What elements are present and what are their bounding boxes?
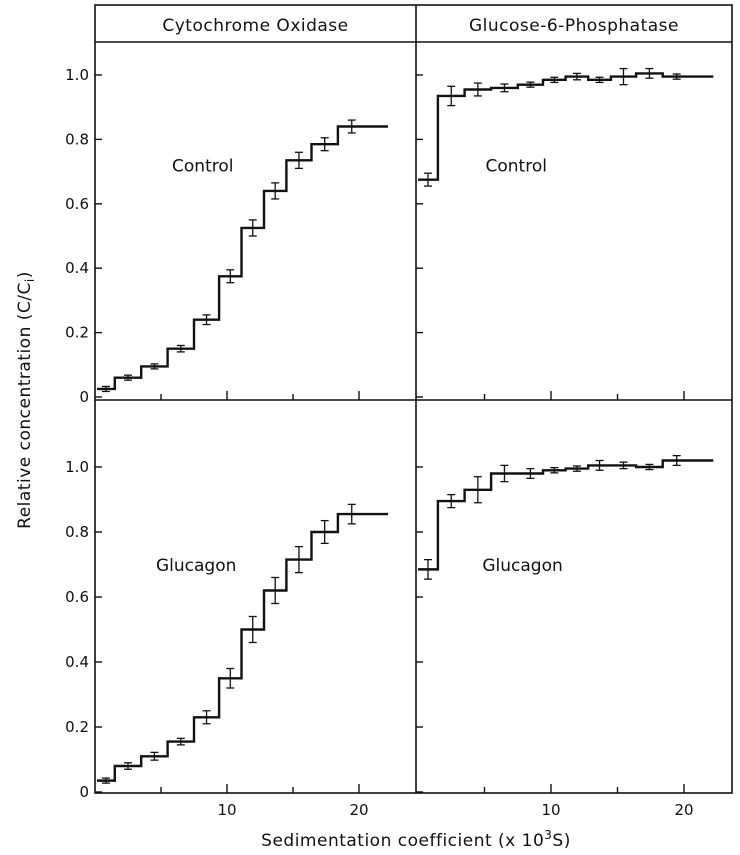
error-bar [423,172,432,187]
error-bar [572,465,581,472]
error-bar [320,137,329,152]
error-bar [271,182,280,200]
error-bar [619,461,628,470]
y-axis-title: Relative concentration (C/Ci) [15,271,37,529]
error-bar [672,454,681,467]
x-tick-label: 10 [541,801,560,819]
x-axis-title: Sedimentation coefficient (x 103S) [261,828,571,851]
error-bar [294,545,303,574]
error-bar [101,385,110,393]
error-bar [550,76,559,84]
x-tick-label: 10 [217,801,236,819]
error-bar [248,219,257,237]
x-tick-label: 20 [349,801,368,819]
y-tick-label: 0.8 [65,130,89,148]
error-bar [294,151,303,170]
y-tick-label: 0.6 [65,588,89,606]
data-series-step-line [418,459,714,571]
panel-label: Control [172,157,233,177]
error-bar [550,466,559,474]
x-axis-title-main: Sedimentation coefficient (x 10 [261,831,544,851]
x-tick-label: 20 [674,801,693,819]
column-title: Cytochrome Oxidase [162,16,348,36]
error-bar [226,667,235,689]
error-bar [150,363,159,370]
error-bar [202,710,211,725]
y-tick-label: 0 [79,783,89,801]
error-bar [526,81,535,88]
error-bar [473,82,482,97]
error-bar [202,314,211,326]
y-tick-label: 0.2 [65,718,89,736]
error-bar [101,777,110,784]
error-bar [500,464,509,483]
y-tick-label: 1.0 [65,458,89,476]
error-bar [447,493,456,509]
plot-frame [94,4,733,794]
y-axis-title-close: ) [15,271,35,278]
y-axis-title-main: Relative concentration (C/C [15,282,35,529]
error-bar [473,476,482,504]
panel-2: Glucagon [97,503,388,784]
y-tick-label: 0.4 [65,653,89,671]
column-title: Glucose-6-Phosphatase [469,16,679,36]
y-tick-label: 0.8 [65,523,89,541]
error-bar [347,119,356,134]
panel-label: Glucagon [156,556,236,576]
error-bar [526,467,535,480]
error-bar [124,374,132,381]
data-series-step-line [97,512,388,782]
error-bar [572,72,581,81]
panel-0: Control [97,119,388,393]
error-bar [447,85,456,107]
error-bar [248,615,257,644]
panel-label: Glucagon [482,556,562,576]
y-tick-label: 0.2 [65,324,89,342]
y-tick-label: 0 [79,388,89,406]
error-bar [645,463,654,471]
error-bar [595,76,604,84]
panel-label: Control [486,157,547,177]
error-bar [271,576,280,605]
y-tick-label: 0.4 [65,259,89,277]
panel-1: Control [418,67,714,187]
data-series-step-line [97,125,388,391]
error-bar [672,73,681,80]
error-bar [423,558,432,580]
error-bar [619,67,628,86]
x-axis-title-end: S) [552,831,570,851]
error-bar [176,737,185,746]
error-bar [124,762,132,770]
error-bar [347,503,356,525]
data-series-step-line [418,72,714,181]
error-bar [226,269,235,284]
panel-3: Glucagon [418,454,714,580]
error-bar [500,83,509,93]
error-bar [645,67,654,79]
y-axis-title-subscript: i [23,278,37,282]
error-bar [595,459,604,471]
error-bar [176,344,185,353]
y-tick-label: 0.6 [65,195,89,213]
error-bar [320,519,329,545]
error-bar [150,751,159,761]
y-tick-label: 1.0 [65,66,89,84]
x-axis-title-superscript: 3 [544,828,552,842]
